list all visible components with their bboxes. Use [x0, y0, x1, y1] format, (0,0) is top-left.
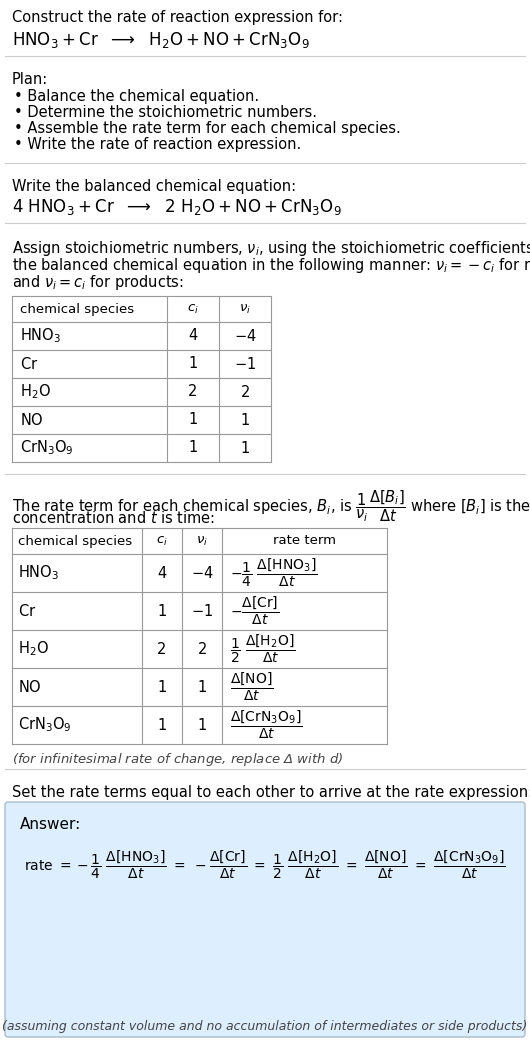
Text: 2: 2 [157, 642, 167, 656]
Text: $\mathrm{Cr}$: $\mathrm{Cr}$ [20, 356, 38, 372]
Text: Plan:: Plan: [12, 72, 48, 86]
Text: 2: 2 [188, 384, 198, 399]
Text: 1: 1 [157, 679, 166, 695]
Text: $\mathrm{Cr}$: $\mathrm{Cr}$ [18, 603, 37, 619]
Text: 1: 1 [188, 413, 198, 427]
FancyBboxPatch shape [5, 802, 525, 1037]
Text: 1: 1 [188, 356, 198, 372]
Text: (for infinitesimal rate of change, replace Δ with $d$): (for infinitesimal rate of change, repla… [12, 751, 343, 768]
Text: The rate term for each chemical species, $B_i$, is $\dfrac{1}{\nu_i}\dfrac{\Delt: The rate term for each chemical species,… [12, 488, 530, 523]
Text: $-4$: $-4$ [191, 565, 214, 581]
Text: $\dfrac{\Delta[\mathrm{CrN_3O_9}]}{\Delta t}$: $\dfrac{\Delta[\mathrm{CrN_3O_9}]}{\Delt… [230, 709, 303, 741]
Text: Construct the rate of reaction expression for:: Construct the rate of reaction expressio… [12, 10, 343, 25]
Text: $-\dfrac{\Delta[\mathrm{Cr}]}{\Delta t}$: $-\dfrac{\Delta[\mathrm{Cr}]}{\Delta t}$ [230, 595, 279, 627]
Text: $\mathrm{CrN_3O_9}$: $\mathrm{CrN_3O_9}$ [20, 439, 74, 457]
Text: $1$: $1$ [240, 440, 250, 456]
Text: $\nu_i$: $\nu_i$ [196, 535, 208, 547]
Text: 4: 4 [188, 328, 198, 344]
Text: $\mathrm{NO}$: $\mathrm{NO}$ [20, 412, 43, 428]
Text: 1: 1 [157, 718, 166, 733]
Text: • Determine the stoichiometric numbers.: • Determine the stoichiometric numbers. [14, 105, 317, 120]
Text: Assign stoichiometric numbers, $\nu_i$, using the stoichiometric coefficients, $: Assign stoichiometric numbers, $\nu_i$, … [12, 239, 530, 258]
Text: $\mathrm{HNO_3}$: $\mathrm{HNO_3}$ [20, 326, 61, 345]
Text: concentration and $t$ is time:: concentration and $t$ is time: [12, 510, 215, 526]
Text: $\mathrm{HNO_3 + Cr\ \ \longrightarrow\ \ H_2O + NO + CrN_3O_9}$: $\mathrm{HNO_3 + Cr\ \ \longrightarrow\ … [12, 30, 310, 50]
Text: $\mathrm{H_2O}$: $\mathrm{H_2O}$ [20, 382, 51, 401]
Text: • Assemble the rate term for each chemical species.: • Assemble the rate term for each chemic… [14, 121, 401, 137]
Text: $\mathrm{CrN_3O_9}$: $\mathrm{CrN_3O_9}$ [18, 716, 72, 735]
Text: 1: 1 [188, 441, 198, 455]
Text: 1: 1 [157, 603, 166, 619]
Text: • Balance the chemical equation.: • Balance the chemical equation. [14, 89, 259, 104]
Text: $\dfrac{\Delta[\mathrm{NO}]}{\Delta t}$: $\dfrac{\Delta[\mathrm{NO}]}{\Delta t}$ [230, 671, 273, 703]
Text: $-\dfrac{1}{4}\ \dfrac{\Delta[\mathrm{HNO_3}]}{\Delta t}$: $-\dfrac{1}{4}\ \dfrac{\Delta[\mathrm{HN… [230, 556, 317, 589]
Text: $-4$: $-4$ [234, 328, 257, 344]
Text: $\mathrm{4\ HNO_3 + Cr\ \ \longrightarrow\ \ 2\ H_2O + NO + CrN_3O_9}$: $\mathrm{4\ HNO_3 + Cr\ \ \longrightarro… [12, 197, 342, 217]
Text: the balanced chemical equation in the following manner: $\nu_i = -c_i$ for react: the balanced chemical equation in the fo… [12, 256, 530, 275]
Text: $1$: $1$ [197, 679, 207, 695]
Text: $\mathrm{H_2O}$: $\mathrm{H_2O}$ [18, 640, 49, 659]
Text: $\mathrm{NO}$: $\mathrm{NO}$ [18, 679, 42, 695]
Text: and $\nu_i = c_i$ for products:: and $\nu_i = c_i$ for products: [12, 273, 184, 292]
Text: $-1$: $-1$ [191, 603, 213, 619]
Text: $\mathrm{HNO_3}$: $\mathrm{HNO_3}$ [18, 564, 59, 582]
Text: $2$: $2$ [240, 384, 250, 400]
Text: $2$: $2$ [197, 641, 207, 658]
Text: chemical species: chemical species [18, 535, 132, 547]
Text: Write the balanced chemical equation:: Write the balanced chemical equation: [12, 179, 296, 194]
Text: rate term: rate term [273, 535, 336, 547]
Text: $1$: $1$ [240, 412, 250, 428]
Text: (assuming constant volume and no accumulation of intermediates or side products): (assuming constant volume and no accumul… [2, 1020, 528, 1033]
Text: Set the rate terms equal to each other to arrive at the rate expression:: Set the rate terms equal to each other t… [12, 785, 530, 800]
Text: $\nu_i$: $\nu_i$ [239, 302, 251, 316]
Text: Answer:: Answer: [20, 817, 81, 832]
Text: 4: 4 [157, 566, 166, 580]
Text: $\dfrac{1}{2}\ \dfrac{\Delta[\mathrm{H_2O}]}{\Delta t}$: $\dfrac{1}{2}\ \dfrac{\Delta[\mathrm{H_2… [230, 632, 295, 665]
Text: chemical species: chemical species [20, 302, 134, 316]
Text: • Write the rate of reaction expression.: • Write the rate of reaction expression. [14, 137, 301, 152]
Text: $-1$: $-1$ [234, 356, 256, 372]
Text: rate $= -\dfrac{1}{4}\ \dfrac{\Delta[\mathrm{HNO_3}]}{\Delta t}\ =\ -\dfrac{\Del: rate $= -\dfrac{1}{4}\ \dfrac{\Delta[\ma… [24, 849, 506, 882]
Text: $1$: $1$ [197, 717, 207, 733]
Text: $c_i$: $c_i$ [156, 535, 168, 547]
Text: $c_i$: $c_i$ [187, 302, 199, 316]
